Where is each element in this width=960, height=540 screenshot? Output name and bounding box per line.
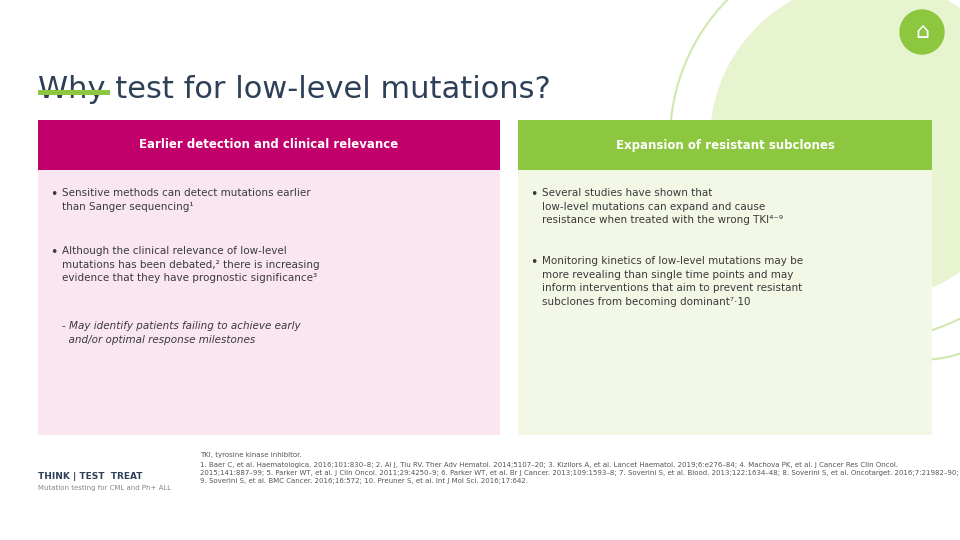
FancyBboxPatch shape bbox=[38, 120, 500, 170]
Text: •: • bbox=[50, 246, 58, 259]
FancyBboxPatch shape bbox=[518, 120, 932, 170]
Text: •: • bbox=[530, 188, 538, 201]
Circle shape bbox=[710, 0, 960, 300]
Text: Earlier detection and clinical relevance: Earlier detection and clinical relevance bbox=[139, 138, 398, 152]
Text: 1. Baer C, et al. Haematologica. 2016;101:830–8; 2. Ai J, Tiu RV. Ther Adv Hemat: 1. Baer C, et al. Haematologica. 2016;10… bbox=[200, 462, 959, 484]
Text: - May identify patients failing to achieve early
  and/or optimal response miles: - May identify patients failing to achie… bbox=[62, 321, 300, 345]
Text: Expansion of resistant subclones: Expansion of resistant subclones bbox=[615, 138, 834, 152]
Text: Monitoring kinetics of low-level mutations may be
more revealing than single tim: Monitoring kinetics of low-level mutatio… bbox=[542, 256, 804, 307]
FancyBboxPatch shape bbox=[38, 120, 500, 435]
Circle shape bbox=[780, 10, 960, 190]
Text: TKI, tyrosine kinase inhibitor.: TKI, tyrosine kinase inhibitor. bbox=[200, 452, 301, 458]
Text: Although the clinical relevance of low-level
mutations has been debated,² there : Although the clinical relevance of low-l… bbox=[62, 246, 320, 283]
Text: Sensitive methods can detect mutations earlier
than Sanger sequencing¹: Sensitive methods can detect mutations e… bbox=[62, 188, 311, 212]
FancyBboxPatch shape bbox=[518, 120, 932, 435]
FancyBboxPatch shape bbox=[38, 90, 110, 95]
Text: •: • bbox=[530, 256, 538, 269]
Text: Several studies have shown that
low-level mutations can expand and cause
resista: Several studies have shown that low-leve… bbox=[542, 188, 783, 225]
Text: THINK | TEST  TREAT: THINK | TEST TREAT bbox=[38, 472, 142, 481]
Text: ⌂: ⌂ bbox=[915, 22, 929, 42]
Text: Mutation testing for CML and Ph+ ALL: Mutation testing for CML and Ph+ ALL bbox=[38, 485, 171, 491]
Text: Why test for low-level mutations?: Why test for low-level mutations? bbox=[38, 75, 551, 104]
Text: •: • bbox=[50, 188, 58, 201]
Circle shape bbox=[900, 10, 944, 54]
